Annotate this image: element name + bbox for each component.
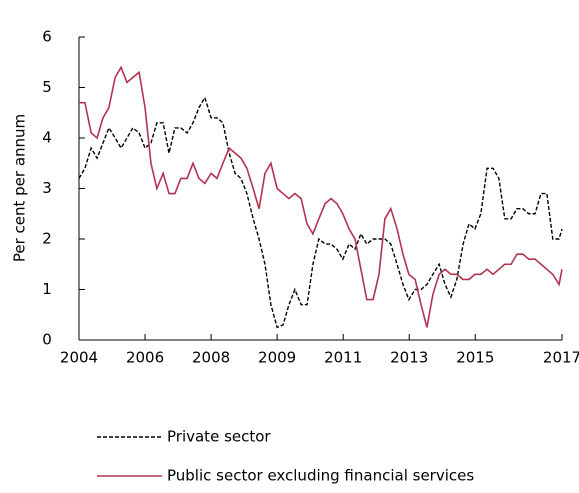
series-line: [78, 95, 563, 329]
y-tick-label: 0: [42, 331, 52, 349]
y-tick-label: 3: [42, 179, 52, 197]
x-tick-label: 2013: [390, 349, 428, 367]
x-tick-label: 2009: [258, 349, 296, 367]
y-tick-label: 6: [42, 28, 52, 46]
x-tick-label: 2011: [324, 349, 362, 367]
x-tick-label: 2006: [126, 349, 164, 367]
y-tick-label: 4: [42, 129, 52, 147]
series-line: [79, 65, 563, 328]
y-tick-label: 1: [42, 280, 52, 298]
x-tick-label: 2008: [192, 349, 230, 367]
x-tick-label: 2004: [60, 349, 98, 367]
x-tick-label: 2015: [456, 349, 494, 367]
y-tick-label: 5: [42, 78, 52, 96]
x-tick-label: 2017: [543, 349, 579, 367]
y-axis-label: Per cent per annum: [11, 114, 29, 262]
legend-label: Private sector: [167, 428, 271, 446]
legend-label: Public sector excluding financial servic…: [167, 467, 474, 485]
y-tick-label: 2: [42, 230, 52, 248]
